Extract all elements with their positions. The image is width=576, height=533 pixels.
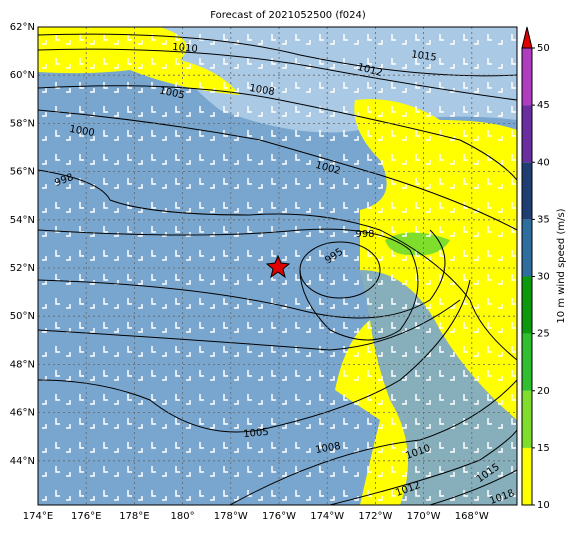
colorbar-segment <box>522 390 532 448</box>
colorbar-tick-label: 50 <box>537 43 550 54</box>
colorbar-tick-label: 15 <box>537 443 550 454</box>
colorbar-segment <box>522 333 532 391</box>
colorbar-tick-label: 20 <box>537 386 550 397</box>
lon-label: 174°E <box>23 511 53 522</box>
lat-label: 44°N <box>10 456 35 467</box>
storm-marker <box>265 254 291 279</box>
lat-label: 58°N <box>10 118 35 129</box>
contour-label: 1005 <box>243 427 269 440</box>
colorbar: 10 15 20 25 30 35 40 45 50 10 m wind speed (m/s) <box>521 26 567 511</box>
lat-label: 60°N <box>10 70 35 81</box>
colorbar-tick-label: 35 <box>537 214 550 225</box>
lat-label: 62°N <box>10 22 35 33</box>
contour-label: 1008 <box>315 441 342 456</box>
contour-label: 1008 <box>248 83 275 98</box>
lon-label: 178°W <box>214 511 248 522</box>
lon-label: 168°W <box>455 511 489 522</box>
contour-label: 998 <box>355 229 374 240</box>
colorbar-tick-label: 40 <box>537 157 550 168</box>
lon-label: 180° <box>171 511 195 522</box>
colorbar-segment <box>522 276 532 334</box>
colorbar-segment <box>522 105 532 163</box>
lat-label: 48°N <box>10 359 35 370</box>
lon-label: 176°E <box>71 511 101 522</box>
contour-label: 1005 <box>158 85 185 101</box>
lon-label: 176°W <box>262 511 296 522</box>
lat-label: 46°N <box>10 408 35 419</box>
lat-label: 50°N <box>10 311 35 322</box>
colorbar-segment <box>522 48 532 106</box>
colorbar-segment <box>522 447 532 505</box>
colorbar-tick-label: 25 <box>537 329 550 340</box>
colorbar-segment <box>522 162 532 220</box>
lat-label: 56°N <box>10 167 35 178</box>
colorbar-segment <box>522 219 532 277</box>
colorbar-tick-label: 45 <box>537 100 550 111</box>
lat-label: 52°N <box>10 263 35 274</box>
title: Forecast of 2021052500 (f024) <box>210 10 366 21</box>
contour-label: 1000 <box>68 124 95 139</box>
lon-label: 178°E <box>119 511 149 522</box>
lon-label: 170°W <box>407 511 441 522</box>
colorbar-label: 10 m wind speed (m/s) <box>556 208 567 323</box>
colorbar-extend <box>521 26 533 49</box>
map-frame <box>37 26 518 506</box>
lon-label: 174°W <box>310 511 344 522</box>
lat-label: 54°N <box>10 215 35 226</box>
lon-label: 172°W <box>358 511 392 522</box>
contour-label: 1015 <box>411 49 438 63</box>
map-area <box>38 27 517 505</box>
colorbar-tick-label: 30 <box>537 272 550 283</box>
contour-label: 1010 <box>172 42 198 55</box>
colorbar-tick-label: 10 <box>537 500 550 511</box>
